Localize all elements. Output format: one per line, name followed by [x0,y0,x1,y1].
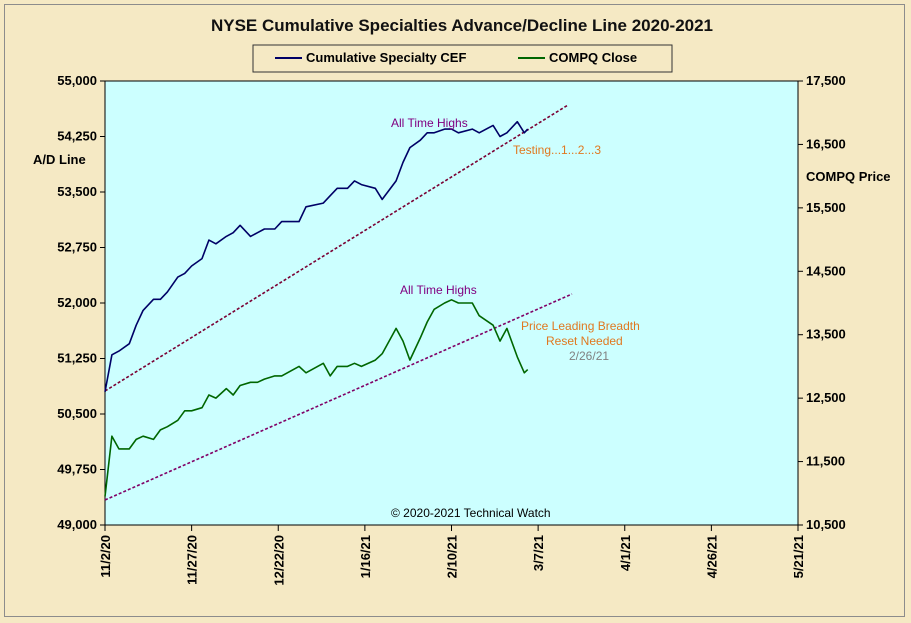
y-tick-left-label: 50,500 [57,406,97,421]
y-tick-right-label: 10,500 [806,517,846,532]
y-axis-right: 17,500 16,500 15,500 14,500 13,500 12,500 11,5… [798,73,846,532]
x-tick-label: 4/1/21 [618,535,633,571]
trendline-upper [104,104,569,392]
chart-title: NYSE Cumulative Specialties Advance/Decl… [211,16,713,35]
y-tick-right-label: 14,500 [806,263,846,278]
annotation-date: 2/26/21 [569,349,609,363]
y-tick-left-label: 51,250 [57,351,97,366]
y-tick-right-label: 13,500 [806,327,846,342]
y-tick-right-label: 15,500 [806,200,846,215]
y-axis-label-right: COMPQ Price [806,169,891,184]
x-tick-label: 4/26/21 [704,535,719,578]
y-tick-left-label: 52,750 [57,240,97,255]
annotations: All Time Highs Testing...1...2...3 All T… [391,116,640,363]
y-tick-right-label: 16,500 [806,136,846,151]
series-line-compq [104,298,529,497]
y-axis-left: 55,000 54,250 53,500 52,750 52,000 51,250 50,5… [57,73,105,532]
x-tick-label: 11/27/20 [185,535,200,585]
x-tick-label: 3/7/21 [531,535,546,571]
annotation-price-leading: Price Leading Breadth [521,319,640,333]
y-tick-left-label: 55,000 [57,73,97,88]
y-tick-left-label: 49,000 [57,517,97,532]
chart-svg: NYSE Cumulative Specialties Advance/Decl… [33,16,891,586]
y-axis-label-left: A/D Line [33,152,86,167]
legend-box [252,44,673,73]
y-tick-right-label: 11,500 [806,454,845,469]
annotation-reset-needed: Reset Needed [546,334,623,348]
y-tick-left-label: 53,500 [57,184,97,199]
legend: Cumulative Specialty CEF COMPQ Close [252,44,673,73]
y-tick-left-label: 49,750 [57,462,97,477]
series-layer [104,120,529,497]
x-tick-label: 1/16/21 [358,535,373,578]
y-tick-left-label: 52,000 [57,295,97,310]
copyright: © 2020-2021 Technical Watch [391,506,551,520]
plot-area [104,80,799,526]
chart-frame: NYSE Cumulative Specialties Advance/Decl… [4,4,905,617]
y-tick-right-label: 12,500 [806,390,846,405]
y-tick-right-label: 17,500 [806,73,846,88]
series-line-cef [104,120,529,392]
legend-label-compq: COMPQ Close [549,50,637,65]
annotation-testing: Testing...1...2...3 [513,143,601,157]
x-tick-label: 11/2/20 [98,535,113,578]
y-tick-left-label: 54,250 [57,129,97,144]
annotation-ath-lower: All Time Highs [400,283,477,297]
x-axis: 11/2/20 11/27/20 12/22/20 1/16/21 2/10/21 3/7… [98,525,806,586]
legend-label-cef: Cumulative Specialty CEF [306,50,466,65]
x-tick-label: 2/10/21 [445,535,460,578]
x-tick-label: 5/21/21 [791,535,806,578]
annotation-ath-upper: All Time Highs [391,116,468,130]
x-tick-label: 12/22/20 [271,535,286,586]
